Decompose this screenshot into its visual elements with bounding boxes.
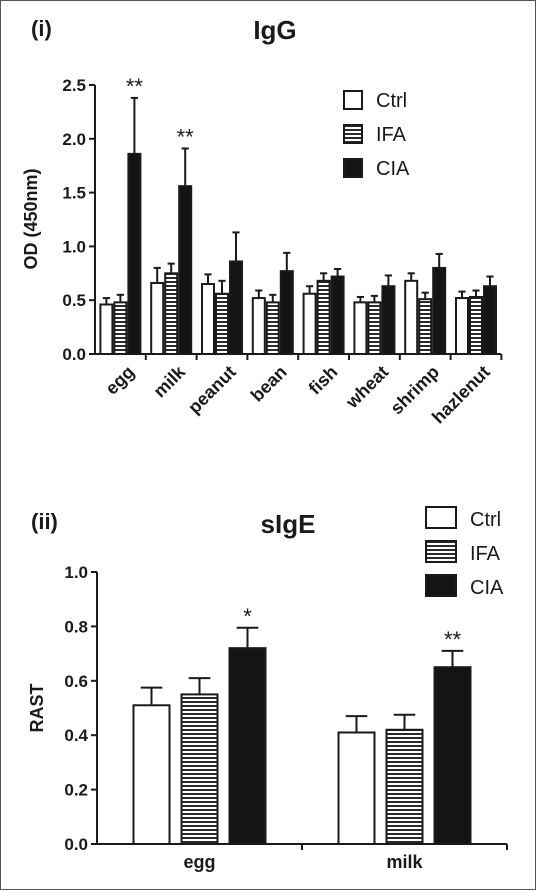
y-tick-label: 0.4	[64, 726, 88, 745]
x-tick-label: egg	[183, 852, 215, 872]
legend-label-ctrl: Ctrl	[470, 509, 501, 531]
y-tick-label: 1.0	[62, 237, 86, 256]
y-tick-label: 2.5	[62, 76, 86, 95]
significance-mark: **	[126, 74, 144, 99]
legend-label-ifa: IFA	[470, 543, 501, 565]
chart-title: sIgE	[261, 509, 316, 539]
y-tick-label: 1.5	[62, 184, 86, 203]
panel-ii: (ii) sIgE RAST 0.0 0.2 0.4 0.6 0.8 1.0 * egg ** milk…	[27, 506, 508, 872]
bar-ifa-wheat	[367, 301, 382, 355]
chart-title: IgG	[253, 15, 296, 45]
legend-swatch-ctrl	[425, 506, 457, 529]
bar-ctrl-fish	[302, 292, 317, 355]
bar-ifa-egg	[113, 301, 128, 355]
bar-ctrl-wheat	[353, 301, 368, 355]
panel-i: (i) IgG OD (450nm) 0.0 0.5 1.0 1.5 2.0 2.5 ** egg *…	[21, 15, 503, 428]
bar-ctrl-egg	[99, 303, 114, 355]
legend-swatch-cia	[425, 574, 457, 597]
legend-swatch-ctrl	[343, 90, 363, 110]
bar-ctrl-peanut	[201, 283, 215, 355]
significance-mark: *	[243, 604, 252, 629]
bar-cia-egg	[228, 647, 267, 845]
bar-ifa-fish	[316, 279, 331, 355]
bar-cia-wheat	[381, 285, 396, 356]
bar-ifa-peanut	[215, 292, 229, 355]
x-tick-label: wheat	[341, 362, 392, 413]
bar-cia-bean	[279, 270, 294, 356]
bar-ifa-shrimp	[418, 298, 433, 355]
y-tick-label: 0.6	[64, 672, 88, 691]
bar-cia-peanut	[229, 260, 243, 355]
bar-ifa-milk	[164, 272, 179, 355]
y-tick-label: 2.0	[62, 130, 86, 149]
bar-ctrl-bean	[251, 297, 266, 356]
legend-label-cia: CIA	[376, 158, 410, 180]
panel-label: (ii)	[31, 509, 58, 534]
y-tick-label: 0.0	[64, 835, 88, 854]
x-tick-label: bean	[247, 362, 291, 406]
legend-swatch-cia	[343, 158, 363, 178]
legend-label-cia: CIA	[470, 577, 504, 599]
bar-cia-fish	[330, 275, 345, 356]
bar-ifa-egg	[180, 693, 219, 846]
bar-ctrl-egg	[132, 704, 171, 846]
legend-swatch-ifa	[343, 124, 363, 144]
bar-ifa-bean	[265, 301, 280, 355]
bar-ifa-hazlenut	[469, 295, 483, 355]
bar-ifa-milk	[385, 728, 424, 846]
legend-swatch-ifa	[425, 540, 457, 563]
x-tick-label: fish	[305, 362, 342, 399]
x-tick-label: egg	[101, 362, 138, 399]
bar-ctrl-milk	[150, 281, 165, 356]
y-axis-title: RAST	[27, 683, 47, 732]
x-tick-label: peanut	[184, 362, 240, 418]
bar-cia-milk	[178, 185, 193, 355]
significance-mark: **	[177, 124, 195, 149]
significance-mark: **	[444, 627, 462, 652]
bar-ctrl-hazlenut	[455, 297, 469, 356]
bar-cia-milk	[433, 666, 472, 846]
bar-ctrl-shrimp	[404, 279, 419, 355]
y-tick-label: 0.8	[64, 617, 88, 636]
x-tick-label: milk	[386, 852, 423, 872]
bar-ctrl-milk	[337, 731, 376, 845]
y-tick-label: 0.2	[64, 781, 88, 800]
x-tick-label: milk	[149, 361, 189, 401]
bar-cia-egg	[127, 152, 142, 355]
bar-cia-hazlenut	[483, 285, 497, 356]
y-tick-label: 0.0	[62, 345, 86, 364]
y-tick-label: 0.5	[62, 291, 86, 310]
legend-label-ifa: IFA	[376, 124, 407, 146]
bar-cia-shrimp	[432, 266, 447, 356]
y-axis-title: OD (450nm)	[21, 168, 41, 269]
y-tick-label: 1.0	[64, 563, 88, 582]
legend-label-ctrl: Ctrl	[376, 90, 407, 112]
panel-label: (i)	[31, 16, 52, 41]
